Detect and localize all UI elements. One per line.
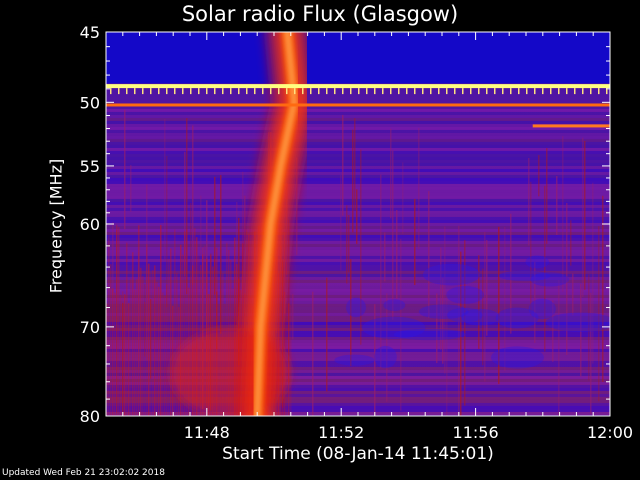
y-axis-label: Frequency [MHz] xyxy=(46,158,66,294)
short-interference-line xyxy=(532,124,610,128)
burst-ridge xyxy=(255,32,297,416)
y-tick-label: 45 xyxy=(80,23,100,42)
x-tick-label: 11:56 xyxy=(453,423,499,442)
y-tick-label: 55 xyxy=(80,157,100,176)
y-tick-label: 50 xyxy=(80,93,100,112)
spectrogram-image xyxy=(106,32,610,416)
y-tick-label: 80 xyxy=(80,407,100,426)
x-tick-label: 12:00 xyxy=(587,423,633,442)
interference-line xyxy=(106,84,610,89)
x-tick-label: 11:52 xyxy=(318,423,364,442)
interference-line-2 xyxy=(106,103,610,107)
top-band xyxy=(106,32,610,84)
y-tick-label: 70 xyxy=(80,318,100,337)
updated-timestamp: Updated Wed Feb 21 23:02:02 2018 xyxy=(2,468,165,478)
x-axis-label: Start Time (08-Jan-14 11:45:01) xyxy=(222,444,494,464)
chart-title: Solar radio Flux (Glasgow) xyxy=(181,2,459,26)
x-tick-label: 11:48 xyxy=(184,423,230,442)
burst-base xyxy=(170,327,291,416)
y-tick-label: 60 xyxy=(80,215,100,234)
